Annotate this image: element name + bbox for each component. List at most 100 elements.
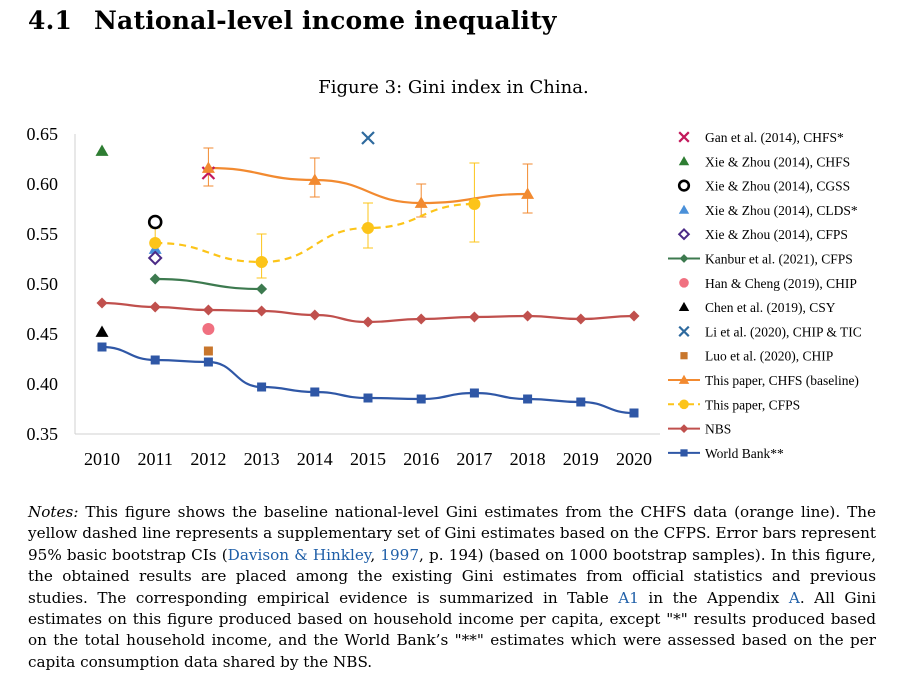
data-point xyxy=(362,222,374,234)
data-point xyxy=(149,237,162,249)
data-point xyxy=(310,387,320,397)
x-tick-label: 2011 xyxy=(138,449,173,469)
data-point xyxy=(362,316,374,328)
legend-label: Han & Cheng (2019), CHIP xyxy=(705,276,857,291)
data-point xyxy=(309,309,321,321)
legend-marker xyxy=(679,424,689,433)
legend-marker xyxy=(677,227,691,241)
legend-label: Xie & Zhou (2014), CGSS xyxy=(705,179,850,194)
legend-marker xyxy=(679,278,689,288)
legend-marker xyxy=(678,374,690,384)
data-point xyxy=(149,273,161,285)
data-point xyxy=(628,310,640,322)
data-point xyxy=(361,131,375,145)
data-point xyxy=(256,283,268,295)
legend-label: This paper, CFPS xyxy=(705,397,800,412)
legend-label: World Bank** xyxy=(705,446,784,461)
data-point xyxy=(150,355,160,365)
legend-marker xyxy=(679,254,689,263)
data-point xyxy=(416,394,426,404)
citation-link-year[interactable]: 1997 xyxy=(380,545,420,564)
x-tick-label: 2018 xyxy=(510,449,546,469)
data-point xyxy=(202,323,215,335)
section-heading: 4.1 National-level income inequality xyxy=(28,6,557,35)
legend-label: Gan et al. (2014), CHFS* xyxy=(705,130,844,145)
x-tick-label: 2013 xyxy=(244,449,280,469)
y-tick-label: 0.55 xyxy=(27,224,59,244)
data-point xyxy=(97,342,107,352)
data-point xyxy=(414,196,428,208)
data-point xyxy=(95,144,109,156)
notes-text-3: , p. 194) (based on 1000 bootstrap sampl… xyxy=(28,545,877,607)
x-tick-label: 2015 xyxy=(350,449,386,469)
legend-label: Xie & Zhou (2014), CFPS xyxy=(705,227,848,242)
legend-label: Xie & Zhou (2014), CHFS xyxy=(705,154,850,169)
y-tick-label: 0.40 xyxy=(27,374,59,394)
y-tick-label: 0.60 xyxy=(27,174,59,194)
data-point xyxy=(149,301,161,313)
series-line xyxy=(208,166,528,205)
x-tick-label: 2010 xyxy=(84,449,120,469)
legend-marker xyxy=(678,325,690,337)
series-line xyxy=(155,202,475,264)
legend: Gan et al. (2014), CHFS* Xie & Zhou (2014… xyxy=(668,130,862,461)
notes-text-2: , xyxy=(370,545,381,564)
x-tick-label: 2012 xyxy=(190,449,226,469)
data-point xyxy=(575,313,587,325)
x-tick-label: 2014 xyxy=(297,449,333,469)
data-points xyxy=(95,131,640,418)
data-point xyxy=(468,198,481,210)
gini-chart: 0.350.400.450.500.550.600.65 2010 2011 201… xyxy=(27,124,862,469)
legend-label: Luo et al. (2020), CHIP xyxy=(705,349,833,364)
data-point xyxy=(96,297,108,309)
section-title: National-level income inequality xyxy=(94,6,557,35)
notes-text-5: . All Gini estimates on this figure prod… xyxy=(28,588,877,671)
table-a1-link[interactable]: A1 xyxy=(618,588,639,607)
data-point xyxy=(521,187,535,199)
figure-caption: Figure 3: Gini index in China. xyxy=(318,77,589,98)
data-point xyxy=(523,394,533,404)
legend-label: Chen et al. (2019), CSY xyxy=(705,300,836,315)
legend-label: This paper, CHFS (baseline) xyxy=(705,373,859,388)
legend-label: Kanbur et al. (2021), CFPS xyxy=(705,252,853,267)
data-point xyxy=(468,311,480,323)
legend-marker xyxy=(678,131,690,143)
series-line xyxy=(101,345,635,415)
section-number: 4.1 xyxy=(28,6,73,35)
data-point xyxy=(363,393,373,403)
legend-marker xyxy=(679,399,689,410)
data-point xyxy=(95,325,109,337)
data-point xyxy=(256,305,268,317)
x-tick-label: 2016 xyxy=(403,449,439,469)
data-point xyxy=(308,173,322,185)
notes-text-1: This figure shows the baseline national-… xyxy=(28,503,876,564)
x-tick-label: 2017 xyxy=(456,449,492,469)
legend-label: Li et al. (2020), CHIP & TIC xyxy=(705,324,862,339)
data-point xyxy=(147,250,163,266)
data-point xyxy=(255,256,268,268)
legend-marker xyxy=(680,352,688,360)
notes-lead: Notes: xyxy=(28,503,79,521)
data-point xyxy=(202,304,214,316)
appendix-a-link[interactable]: A xyxy=(788,588,800,607)
legend-marker xyxy=(678,301,690,311)
legend-marker xyxy=(678,156,690,166)
data-point xyxy=(469,388,479,398)
data-point xyxy=(576,397,586,407)
legend-label: NBS xyxy=(705,422,731,437)
y-tick-labels: 0.35 0.40 0.45 0.50 0.55 0.60 0.65 xyxy=(27,124,59,444)
data-point xyxy=(257,382,267,392)
y-tick-label: 0.65 xyxy=(27,124,59,144)
data-point xyxy=(522,310,534,322)
y-tick-label: 0.50 xyxy=(27,274,59,294)
data-point xyxy=(203,346,213,356)
data-point xyxy=(201,161,215,173)
legend-marker xyxy=(678,204,690,214)
x-tick-label: 2020 xyxy=(616,449,652,469)
legend-label: Xie & Zhou (2014), CLDS* xyxy=(705,203,858,218)
legend-marker xyxy=(680,449,688,457)
y-tick-label: 0.35 xyxy=(27,424,59,444)
citation-link-authors[interactable]: Davison & Hinkley xyxy=(227,545,371,564)
data-point xyxy=(415,313,427,325)
notes-text-4: in the Appendix xyxy=(638,588,789,607)
